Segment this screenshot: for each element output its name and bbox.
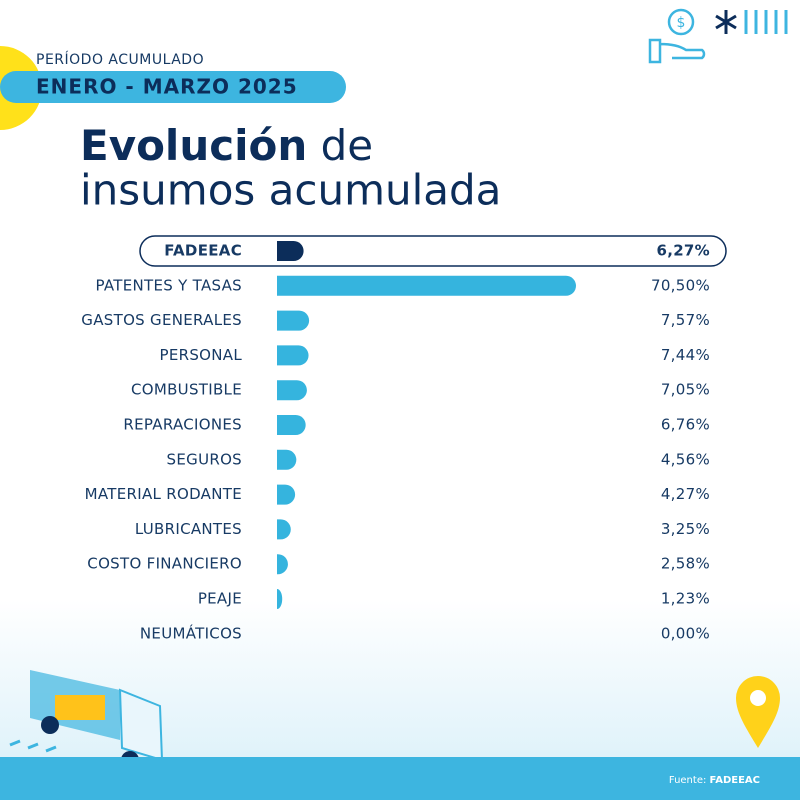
source: FADEEAC [710,775,760,786]
category-label: REPARACIONES [123,416,242,434]
bar [277,449,297,470]
period-banner [0,71,346,103]
category-label: NEUMÁTICOS [140,623,242,642]
category-label: SEGUROS [167,450,242,468]
asterisk-icon [715,10,737,34]
category-label: LUBRICANTES [135,520,242,538]
category-label: FADEEAC [164,242,242,260]
value-label: 0,00% [661,624,710,642]
value-label: 7,57% [661,311,710,329]
value-label: 1,23% [661,590,710,608]
stripes-icon [744,10,788,34]
category-label: GASTOS GENERALES [81,311,242,329]
category-label: PATENTES Y TASAS [95,276,242,294]
highlight-row [139,235,727,267]
value-label: 3,25% [661,520,710,538]
bar [277,589,283,609]
bar [277,345,309,366]
period-label: PERÍODO ACUMULADO [36,51,204,68]
bar [277,241,304,261]
money-icon [648,8,706,64]
bar [277,275,576,296]
value-label: 7,44% [661,346,710,364]
bar [277,484,296,505]
category-label: COMBUSTIBLE [131,381,242,399]
period: ENERO - MARZO 2025 [36,75,298,99]
value-label: 2,58% [661,555,710,573]
bar [277,380,307,401]
title-part: de [321,121,374,170]
value-label: 4,27% [661,485,710,503]
footer-band [0,757,800,800]
category-label: COSTO FINANCIERO [87,555,242,573]
source-label: Fuente: [669,775,706,786]
chart-title: Evolución de [80,121,373,170]
value-label: 7,05% [661,381,710,399]
bar [277,519,291,540]
value-label: 70,50% [651,276,710,294]
bar [277,415,306,435]
value-label: 6,76% [661,416,710,434]
footer-source: Fuente: FADEEAC [669,775,760,786]
pin-illustration [736,676,780,748]
category-label: PEAJE [198,590,242,608]
dollar-icon: $ [677,15,686,31]
bar-chart: FADEEAC 6,27% PATENTES Y TASAS 70,50% GASTOS… [81,241,710,642]
truck-illustration [9,670,164,769]
category-label: MATERIAL RODANTE [85,485,242,503]
value-label: 6,27% [656,242,710,260]
category-label: PERSONAL [159,346,242,364]
value-label: 4,56% [661,450,710,468]
chart-title-line2: insumos acumulada [80,166,501,215]
title-bold: Evolución [80,121,307,170]
bar [277,310,310,331]
bar [277,554,288,575]
